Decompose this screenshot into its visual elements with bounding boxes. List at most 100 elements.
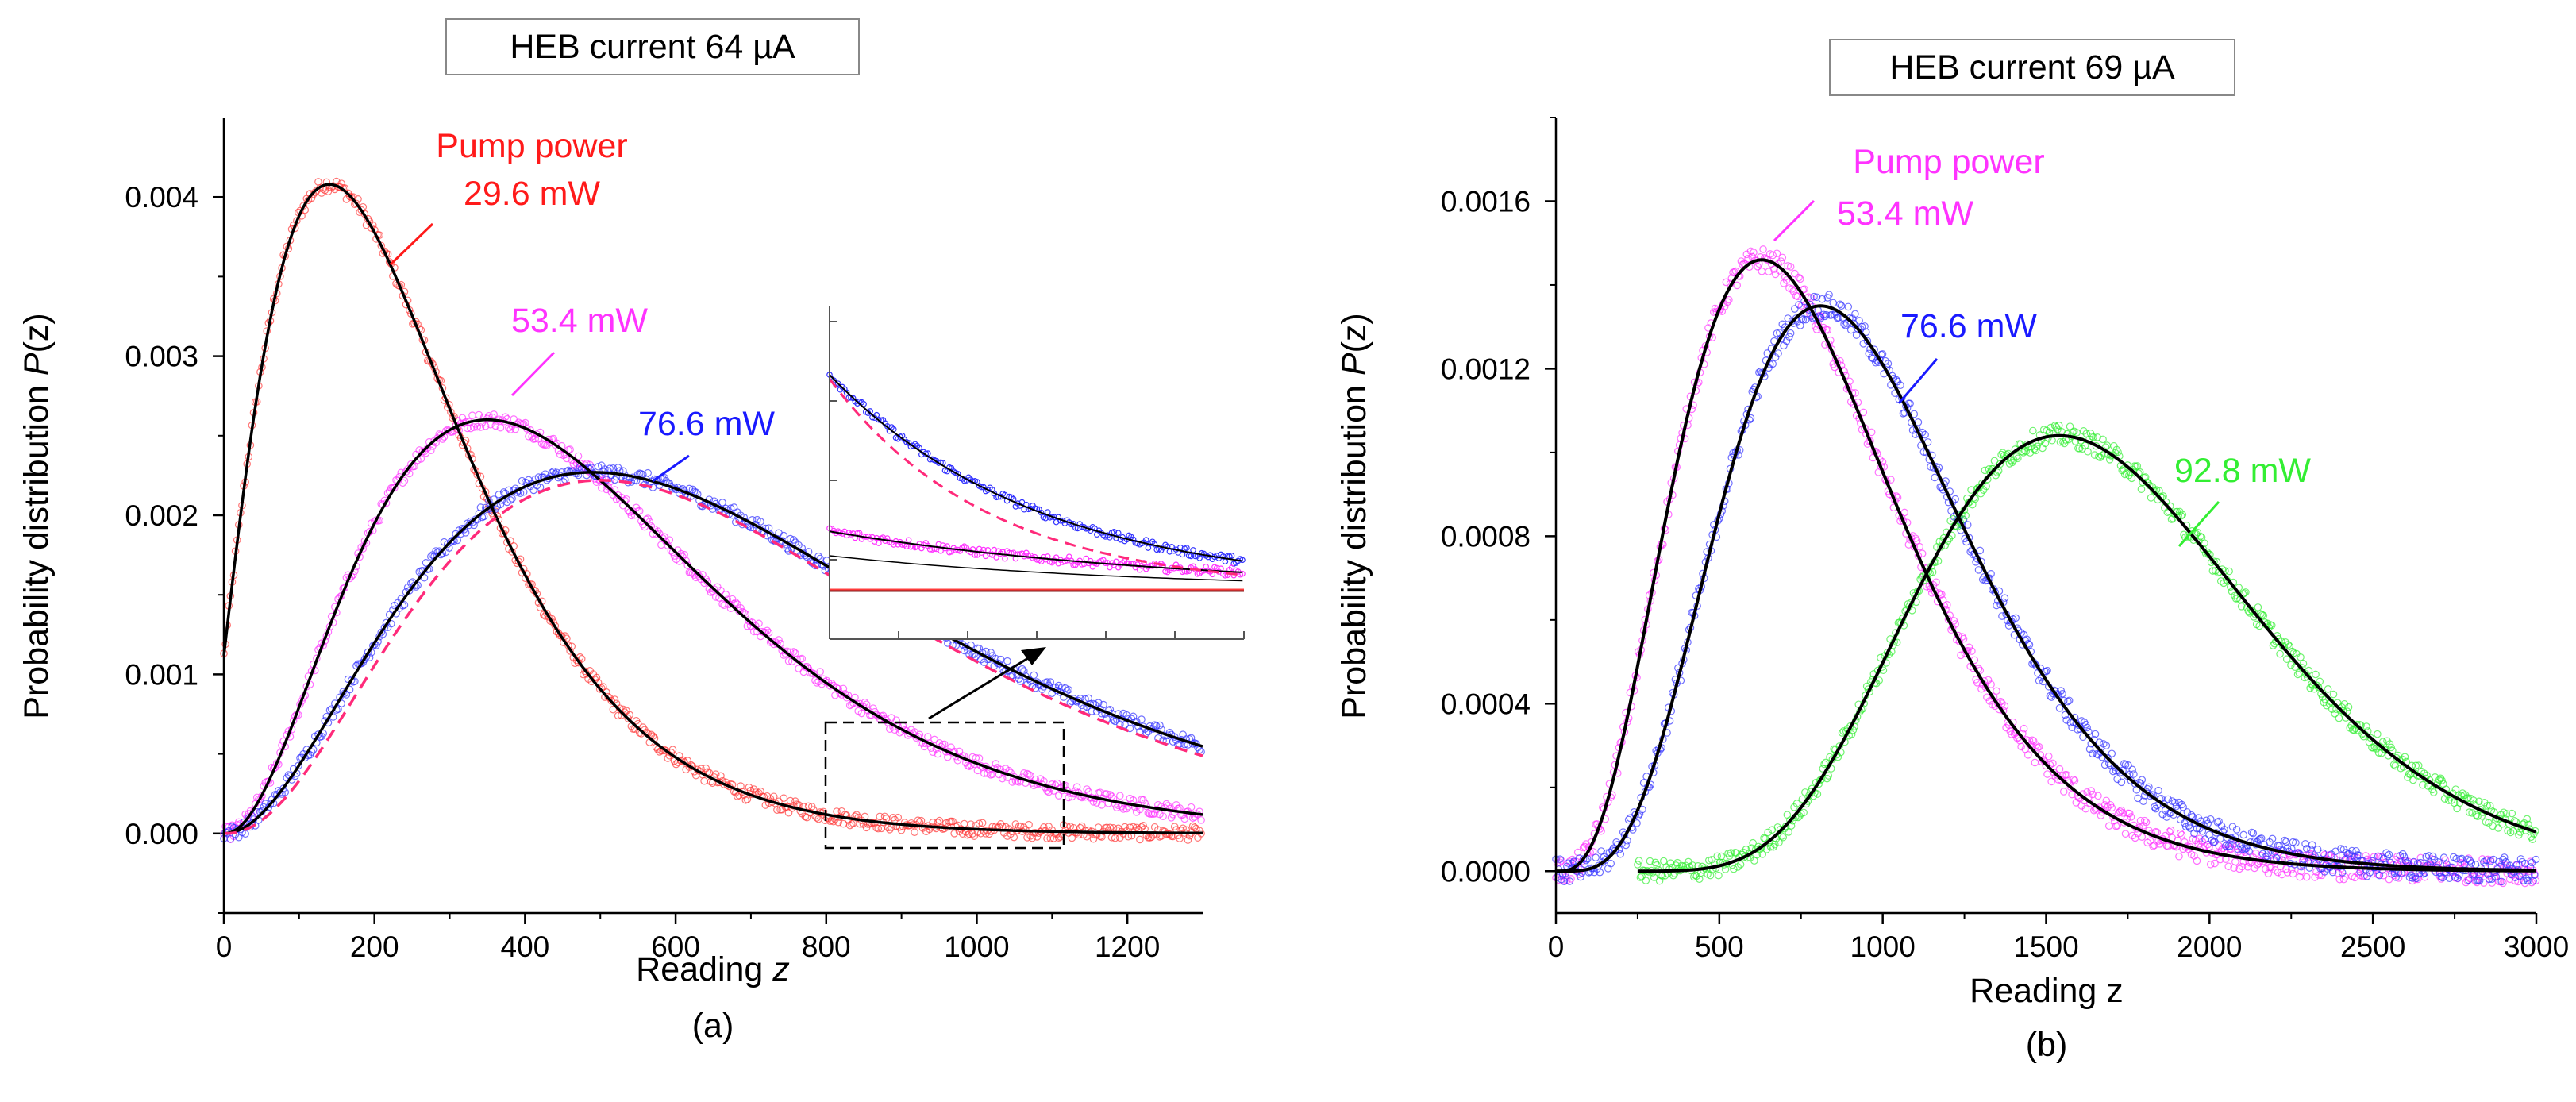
b-point [2043, 770, 2051, 778]
a-point [784, 657, 793, 665]
a-point [1187, 803, 1196, 811]
b-point [1795, 273, 1803, 282]
b-point [1786, 263, 1795, 271]
a-point [594, 462, 603, 471]
a-point [490, 410, 498, 418]
b-point [1982, 482, 1990, 491]
a-point [745, 617, 753, 626]
annotation-76-6-a-leader [652, 454, 690, 483]
b-point [1931, 473, 1939, 482]
a-point [813, 679, 821, 687]
b-point [1749, 838, 1757, 847]
b-point [2505, 875, 2514, 884]
b-point [1821, 312, 1829, 321]
panel-b: HEB current 69 µA 0 500 1000 1500 2000 2500 30… [1335, 39, 2569, 1064]
b-xtick-label: 3000 [2504, 931, 2569, 963]
b-point [2499, 879, 2507, 888]
b-point [2154, 786, 2162, 795]
b-point [1813, 790, 1822, 798]
b-point [1779, 833, 1787, 842]
a-point [345, 192, 354, 201]
b-point [2370, 742, 2379, 751]
b-point [2118, 466, 2127, 475]
a-xtick-label: 1000 [944, 931, 1009, 963]
a-point [427, 446, 435, 455]
b-point [2034, 743, 2042, 752]
b-point [1730, 865, 1738, 873]
b-point [1553, 873, 1561, 881]
a-point [1065, 686, 1072, 694]
a-point [624, 715, 632, 722]
b-point [2099, 435, 2107, 444]
b-point [2103, 441, 2112, 449]
a-point [857, 709, 866, 718]
b-point [1646, 857, 1654, 865]
b-point [1636, 873, 1645, 881]
a-point [1015, 675, 1023, 684]
a-point [798, 654, 807, 663]
a-point [1111, 834, 1119, 842]
b-point [1957, 651, 1965, 660]
a-ytick-label: 0.000 [125, 818, 198, 850]
a-point [566, 445, 574, 453]
b-point [2338, 869, 2347, 877]
b-point [1862, 328, 1870, 337]
b-point [1558, 857, 1565, 865]
panel-a-y-title: Probability distribution P(z) [17, 313, 56, 719]
a-point [496, 423, 505, 432]
b-point [2054, 426, 2062, 433]
inset-dashed-fit [828, 378, 1243, 576]
a-point [930, 735, 938, 744]
a-point [563, 454, 571, 463]
a-point [949, 817, 957, 826]
a-point [410, 581, 418, 590]
a-point [481, 422, 490, 430]
b-point [2302, 873, 2311, 881]
a-point [968, 830, 976, 838]
inset-series [826, 372, 1246, 592]
b-point [1611, 846, 1619, 855]
b-point [2529, 877, 2537, 885]
b-point [2454, 874, 2462, 882]
b-point [1795, 301, 1803, 309]
b-point [2492, 873, 2501, 881]
b-point [2313, 845, 2322, 853]
b-point [2068, 723, 2076, 732]
a-point [935, 816, 944, 825]
b-point [2282, 838, 2290, 846]
b-point [2258, 611, 2266, 619]
a-point [1068, 834, 1076, 842]
b-point [2434, 858, 2443, 866]
a-point [1016, 677, 1025, 685]
a-point [880, 812, 889, 821]
b-ytick-label: 0.0000 [1441, 855, 1531, 888]
b-point [2166, 826, 2175, 834]
b-point [1762, 846, 1771, 853]
b-point [1859, 408, 1868, 417]
b-point [2047, 423, 2055, 432]
b-point [1725, 295, 1733, 304]
a-point [1103, 790, 1111, 798]
a-ytick-label: 0.003 [125, 341, 198, 373]
b-point [2089, 790, 2097, 799]
b-point [2267, 621, 2276, 630]
b-point [1829, 299, 1838, 307]
title-a: HEB current 64 µA [510, 28, 795, 66]
b-point [2114, 448, 2122, 457]
b-xtick-label: 0 [1548, 931, 1565, 963]
a-point [861, 698, 869, 707]
a-point [783, 545, 791, 553]
b-point [2429, 788, 2438, 796]
b-point [1770, 265, 1778, 273]
a-point [314, 178, 322, 186]
a-point [445, 426, 453, 435]
b-point [2470, 796, 2478, 804]
b-point [2316, 677, 2324, 686]
a-point [508, 495, 516, 503]
b-fit-2 [1637, 433, 2536, 873]
b-point [2289, 838, 2297, 846]
b-point [2284, 641, 2293, 649]
b-point [2059, 788, 2068, 796]
b-point [1838, 729, 1846, 737]
a-point [1150, 809, 1159, 818]
